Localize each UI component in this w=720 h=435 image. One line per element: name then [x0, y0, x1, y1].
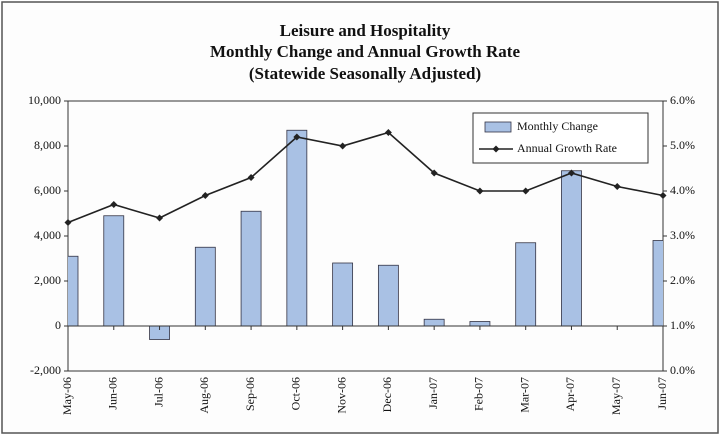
bar	[423, 318, 445, 327]
chart-title: Leisure and Hospitality	[280, 21, 451, 40]
bar	[103, 215, 125, 327]
chart-title: (Statewide Seasonally Adjusted)	[249, 64, 481, 83]
x-tick-label: May-06	[60, 377, 74, 415]
legend-swatch	[492, 145, 500, 153]
y-tick-label: 6,000	[34, 183, 61, 197]
y-tick-label: 2,000	[34, 273, 61, 287]
point	[201, 192, 209, 199]
x-tick-label: Aug-06	[197, 377, 211, 414]
chart-title: Monthly Change and Annual Growth Rate	[210, 42, 520, 61]
point	[430, 169, 438, 177]
bar	[377, 264, 399, 327]
y2-tick-label: 3.0%	[670, 228, 695, 242]
point	[522, 187, 530, 195]
y-tick-label: 10,000	[28, 93, 61, 107]
point	[659, 192, 667, 199]
point	[613, 183, 621, 190]
x-tick-label: Nov-06	[334, 377, 348, 414]
legend-swatch	[484, 121, 512, 133]
y2-tick-label: 4.0%	[670, 183, 695, 197]
x-tick-label: May-07	[609, 377, 623, 415]
x-tick-label: Jul-06	[151, 377, 165, 407]
x-tick-label: Jun-06	[106, 377, 120, 410]
bar-group	[68, 129, 663, 340]
line	[67, 131, 664, 224]
bar	[286, 129, 308, 327]
point	[476, 187, 484, 195]
bar	[469, 321, 491, 327]
x-tick-label: Jan-07	[426, 377, 440, 409]
y2-tick-label: 2.0%	[670, 273, 695, 287]
legend-label: Annual Growth Rate	[517, 141, 617, 155]
point	[384, 129, 392, 136]
y2-tick-label: 0.0%	[670, 363, 695, 377]
y-tick-label: -2,000	[30, 363, 61, 377]
point	[247, 174, 255, 181]
y2-tick-label: 1.0%	[670, 318, 695, 332]
y-tick-label: 8,000	[34, 138, 61, 152]
point	[567, 169, 575, 177]
point	[110, 201, 118, 208]
legend	[472, 112, 649, 164]
legend-label: Monthly Change	[517, 119, 598, 133]
x-tick-label: Sep-06	[243, 377, 257, 411]
bar	[68, 255, 79, 327]
point	[339, 142, 347, 150]
point	[156, 214, 164, 222]
bar	[515, 242, 537, 327]
x-tick-label: Mar-07	[517, 377, 531, 413]
x-tick-label: Jun-07	[655, 377, 669, 410]
bar	[240, 210, 262, 327]
x-tick-label: Dec-06	[380, 377, 394, 412]
bar	[332, 262, 354, 327]
y2-tick-label: 6.0%	[670, 93, 695, 107]
y2-tick-label: 5.0%	[670, 138, 695, 152]
x-tick-label: Apr-07	[563, 377, 577, 411]
bar	[194, 246, 216, 327]
point	[293, 133, 301, 141]
x-tick-label: Oct-06	[289, 377, 303, 410]
y-tick-label: 0	[55, 318, 61, 332]
bar	[652, 240, 663, 327]
point	[64, 219, 72, 226]
x-tick-label: Feb-07	[472, 377, 486, 411]
y-tick-label: 4,000	[34, 228, 61, 242]
bar	[561, 170, 582, 327]
